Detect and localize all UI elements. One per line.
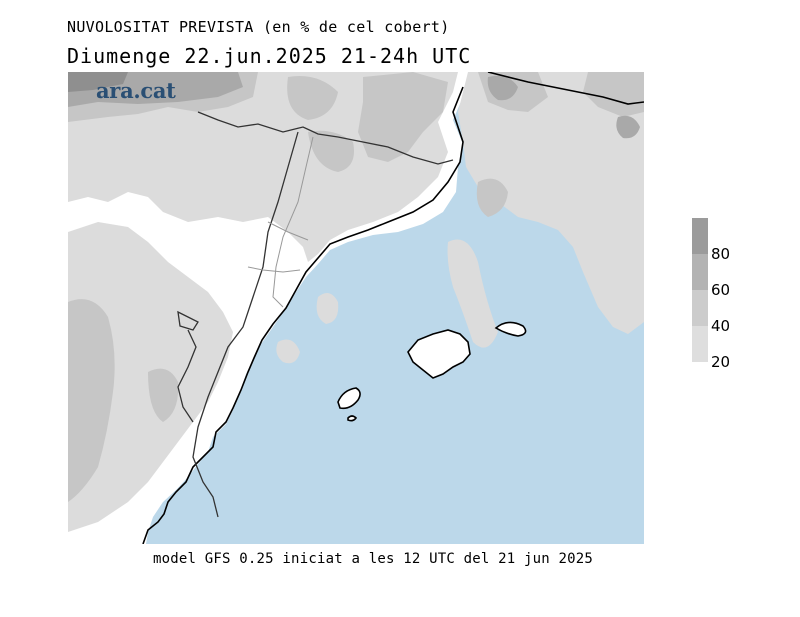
legend-label-80: 80 xyxy=(711,245,731,263)
legend-swatch-60 xyxy=(692,254,708,290)
formentera-island xyxy=(347,415,358,422)
coastline xyxy=(142,72,644,544)
cloud-darkest-layer xyxy=(68,72,128,92)
forecast-period: Diumenge 22.jun.2025 21-24h UTC xyxy=(67,44,472,68)
model-run-info: model GFS 0.25 iniciat a les 12 UTC del … xyxy=(153,551,594,567)
ara-cat-logo: ara.cat xyxy=(96,78,176,103)
legend-label-40: 40 xyxy=(711,317,731,335)
legend-swatch-20 xyxy=(692,326,708,362)
country-borders xyxy=(177,111,454,518)
legend-label-60: 60 xyxy=(711,281,731,299)
mallorca-island xyxy=(407,329,471,379)
balearic-islands xyxy=(337,321,527,422)
legend-label-20: 20 xyxy=(711,353,731,371)
color-legend xyxy=(692,218,708,362)
map-svg xyxy=(68,72,644,544)
menorca-island xyxy=(494,321,527,337)
legend-swatch-80 xyxy=(692,218,708,254)
region-borders xyxy=(247,136,314,308)
chart-title: NUVOLOSITAT PREVISTA (en % de cel cobert… xyxy=(67,18,450,36)
ibiza-island xyxy=(337,387,361,410)
cloud-cover-map xyxy=(68,72,644,544)
legend-swatch-40 xyxy=(692,290,708,326)
